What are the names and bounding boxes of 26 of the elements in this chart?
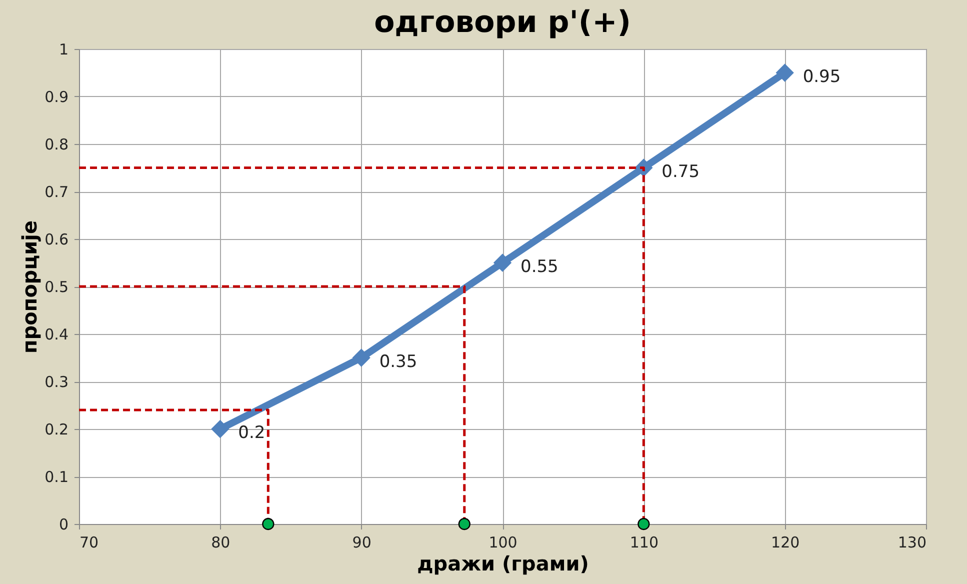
y-tick-label: 0.5	[44, 278, 68, 296]
data-label: 0.2	[238, 423, 266, 443]
y-axis-title: пропорције	[18, 220, 42, 354]
data-label: 0.95	[802, 66, 841, 87]
y-tick-label: 0.9	[44, 88, 68, 106]
x-tick-label: 70	[80, 534, 99, 552]
x-tick-label: 130	[898, 534, 926, 552]
y-tick-label: 0.6	[44, 230, 68, 248]
data-label: 0.35	[379, 352, 418, 372]
y-tick-label: 0.3	[44, 373, 68, 391]
y-tick-label: 0.2	[44, 420, 68, 438]
x-tick-label: 110	[630, 534, 658, 552]
x-tick-label: 120	[771, 534, 800, 552]
x-axis-title: дражи (грами)	[417, 552, 589, 576]
x-tick-label: 80	[211, 534, 230, 552]
chart-title: одговори p'(+)	[374, 5, 631, 40]
y-tick-label: 0.1	[44, 468, 68, 486]
y-tick-label: 0.7	[44, 183, 68, 201]
data-label: 0.75	[662, 162, 700, 182]
x-tick-label: 100	[488, 534, 518, 552]
y-tick-label: 0	[58, 516, 68, 534]
x-tick-label: 90	[352, 534, 372, 552]
y-tick-label: 1	[58, 40, 68, 58]
data-label: 0.55	[520, 256, 558, 277]
y-tick-label: 0.8	[44, 136, 68, 154]
y-tick-label: 0.4	[44, 326, 68, 344]
